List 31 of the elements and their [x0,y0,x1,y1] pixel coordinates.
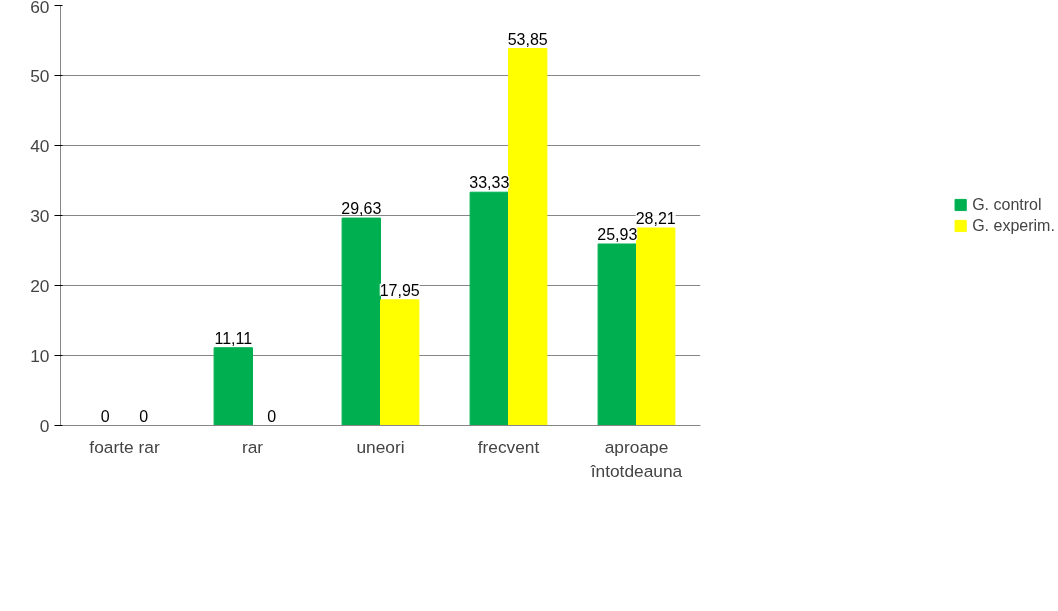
bar [469,191,509,426]
bar [636,227,676,426]
x-tick-label: uneori [356,436,405,457]
data-label: 28,21 [635,210,676,228]
y-tick-label: 40 [30,135,50,156]
y-tick-label: 0 [39,415,50,436]
data-label: 0 [100,407,110,425]
data-label: 25,93 [597,225,638,243]
y-tick-label: 50 [30,65,50,86]
x-tick-label: foarte rar [89,436,160,457]
y-tick-label: 30 [30,205,50,226]
bar [341,217,381,426]
legend-label: G. experim. [972,216,1055,235]
bar [380,299,420,426]
y-tick-label: 20 [30,275,50,296]
bar [213,347,253,426]
bar [597,243,637,426]
x-tick-label: frecvent [477,436,540,457]
data-label: 53,85 [507,30,548,48]
data-label: 29,63 [341,200,382,218]
x-tick-label: rar [241,436,264,457]
y-tick-label: 60 [30,0,50,17]
legend-label: G. control [972,195,1042,214]
x-tick-label: aproape întotdeauna [589,436,683,481]
data-label: 11,11 [214,329,253,347]
data-label: 33,33 [469,174,510,192]
data-label: 0 [139,407,149,425]
data-label: 17,95 [379,281,420,299]
bar [508,48,548,426]
data-label: 0 [267,407,277,425]
y-tick-label: 10 [30,345,50,366]
